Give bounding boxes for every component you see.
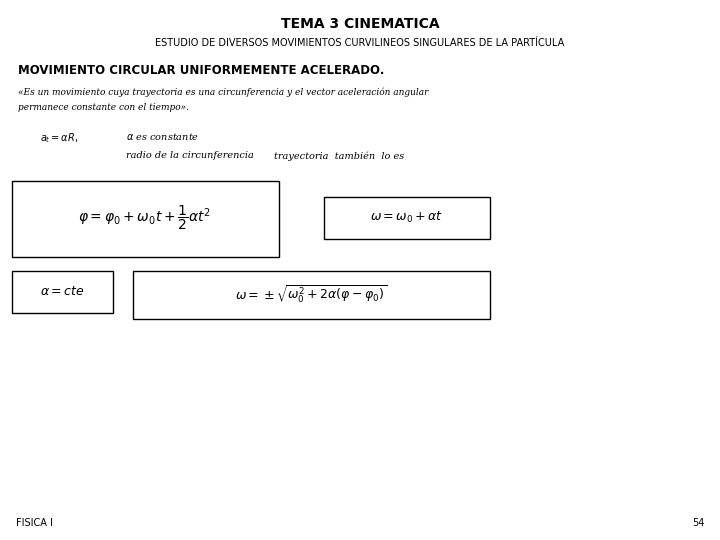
Text: $\varphi = \varphi_0 + \omega_0 t + \dfrac{1}{2}\alpha t^2$: $\varphi = \varphi_0 + \omega_0 t + \dfr…	[78, 204, 210, 232]
FancyBboxPatch shape	[12, 271, 113, 313]
FancyBboxPatch shape	[12, 181, 279, 256]
Text: $\omega = \pm\sqrt{\omega_0^2 + 2\alpha\left(\varphi - \varphi_0\right)}$: $\omega = \pm\sqrt{\omega_0^2 + 2\alpha\…	[235, 284, 387, 305]
Text: «Es un movimiento cuya trayectoria es una circunferencia y el vector aceleración: «Es un movimiento cuya trayectoria es un…	[18, 87, 428, 97]
Text: MOVIMIENTO CIRCULAR UNIFORMEMENTE ACELERADO.: MOVIMIENTO CIRCULAR UNIFORMEMENTE ACELER…	[18, 64, 384, 77]
Text: ESTUDIO DE DIVERSOS MOVIMIENTOS CURVILINEOS SINGULARES DE LA PARTÍCULA: ESTUDIO DE DIVERSOS MOVIMIENTOS CURVILIN…	[156, 38, 564, 48]
Text: FISICA I: FISICA I	[16, 518, 53, 528]
FancyBboxPatch shape	[324, 197, 490, 239]
Text: 54: 54	[692, 518, 704, 528]
Text: trayectoria  también  lo es: trayectoria también lo es	[274, 151, 404, 161]
Text: $\omega = \omega_0 + \alpha t$: $\omega = \omega_0 + \alpha t$	[370, 210, 444, 225]
Text: $\alpha$ es constante: $\alpha$ es constante	[126, 131, 199, 142]
FancyBboxPatch shape	[133, 271, 490, 319]
Text: $\alpha = cte$: $\alpha = cte$	[40, 285, 85, 298]
Text: permanece constante con el tiempo».: permanece constante con el tiempo».	[18, 103, 189, 112]
Text: TEMA 3 CINEMATICA: TEMA 3 CINEMATICA	[281, 17, 439, 31]
Text: $a_t = \alpha R,$: $a_t = \alpha R,$	[40, 131, 78, 145]
Text: radio de la circunferencia: radio de la circunferencia	[126, 151, 254, 160]
